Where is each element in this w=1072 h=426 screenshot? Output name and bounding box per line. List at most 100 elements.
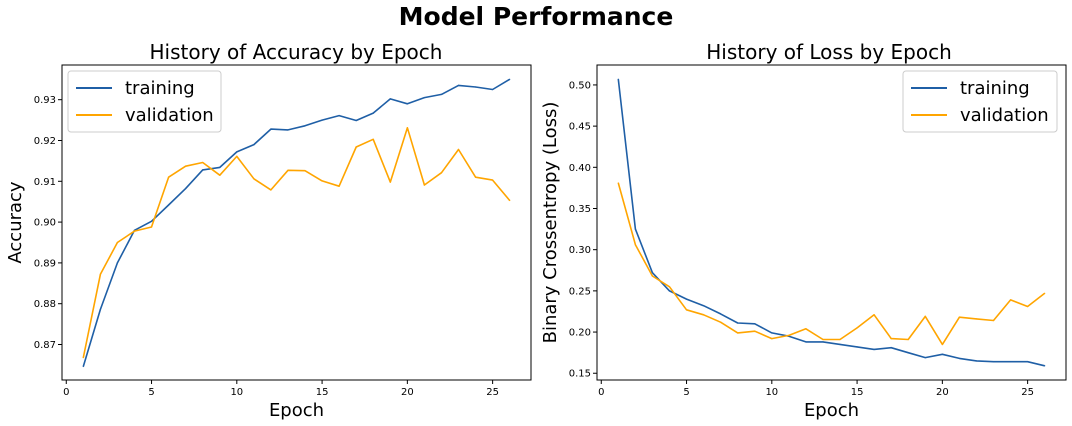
legend-box [67, 70, 222, 133]
y-tick-label: 0.25 [569, 286, 591, 297]
y-tick-label: 0.50 [569, 80, 591, 91]
data-point-training [992, 361, 995, 363]
data-point-validation [133, 230, 136, 232]
data-point-training [355, 119, 357, 122]
y-tick-label: 0.89 [34, 258, 56, 269]
data-point-validation [703, 314, 705, 316]
data-point-training [440, 93, 443, 95]
y-tick-label: 0.45 [569, 122, 591, 133]
y-tick-label: 0.92 [34, 136, 56, 147]
data-point-validation [907, 338, 909, 341]
x-tick-label: 20 [401, 387, 414, 398]
data-point-validation [1010, 299, 1012, 301]
data-point-validation [685, 309, 688, 311]
y-tick-label: 0.20 [569, 328, 591, 339]
data-point-training [856, 346, 858, 348]
legend-label-training: training [125, 78, 195, 99]
data-point-training [168, 204, 170, 206]
data-point-training [321, 119, 323, 121]
data-point-validation [839, 338, 841, 341]
data-point-validation [321, 180, 323, 182]
data-point-validation [788, 334, 790, 336]
data-point-validation [406, 127, 408, 129]
x-tick-label: 20 [936, 387, 949, 398]
y-tick-label: 0.15 [569, 369, 591, 380]
data-point-training [185, 188, 187, 190]
data-point-validation [1044, 292, 1046, 294]
data-point-training [253, 144, 255, 146]
data-point-validation [253, 178, 255, 180]
y-tick-label: 0.87 [34, 340, 56, 351]
data-point-training [651, 272, 654, 274]
data-point-validation [720, 321, 722, 323]
data-point-validation [355, 146, 357, 148]
data-point-training [116, 262, 118, 264]
data-point-training [1044, 365, 1046, 367]
data-point-validation [270, 189, 272, 191]
x-tick-label: 10 [230, 387, 243, 398]
data-point-training [873, 348, 875, 350]
data-point-training [423, 97, 425, 99]
data-point-training [150, 220, 153, 222]
data-point-validation [856, 327, 858, 329]
data-point-validation [668, 286, 671, 288]
data-point-training [975, 360, 978, 362]
data-point-training [720, 313, 722, 315]
data-point-training [634, 228, 637, 230]
y-axis-label: Accuracy [5, 181, 26, 264]
data-point-training [492, 88, 494, 91]
y-tick-label: 0.91 [34, 177, 56, 188]
legend-label-validation: validation [125, 105, 214, 126]
x-tick-label: 10 [765, 387, 778, 398]
data-point-validation [389, 181, 391, 183]
data-point-training [509, 78, 511, 80]
data-point-training [754, 323, 756, 325]
data-point-training [372, 112, 374, 114]
series-line-training [617, 79, 1045, 367]
x-axis-label: Epoch [269, 400, 324, 421]
data-point-validation [168, 176, 170, 178]
x-tick-label: 5 [148, 387, 154, 398]
legend-label-validation: validation [960, 105, 1049, 126]
loss-chart-panel: History of Loss by Epoch 0 5 10 15 20 25 0.15 0.… [540, 40, 1067, 421]
data-point-validation [440, 172, 443, 174]
data-point-validation [634, 244, 637, 246]
data-point-validation [150, 226, 153, 228]
data-point-validation [475, 176, 477, 178]
x-axis-label: Epoch [804, 400, 859, 421]
x-tick-label: 0 [598, 387, 604, 398]
data-point-training [287, 129, 289, 131]
data-point-training [958, 357, 961, 359]
data-point-validation [287, 169, 289, 171]
legend: training validation [902, 70, 1058, 133]
y-tick-label: 0.30 [569, 245, 591, 256]
data-point-validation [492, 179, 494, 181]
data-point-training [99, 308, 101, 310]
y-axis-label: Binary Crossentropy (Loss) [540, 102, 561, 344]
data-point-training [389, 98, 391, 100]
data-point-training [617, 78, 619, 80]
y-tick-label: 0.40 [569, 163, 591, 174]
data-point-training [839, 343, 841, 345]
data-point-training [805, 341, 807, 343]
data-point-validation [617, 182, 619, 184]
data-point-training [924, 357, 926, 359]
data-point-training [685, 298, 688, 300]
data-point-validation [822, 338, 824, 341]
data-point-training [1010, 361, 1012, 363]
data-point-validation [771, 338, 773, 340]
data-point-validation [975, 318, 978, 320]
data-point-training [406, 103, 408, 105]
data-point-validation [304, 170, 306, 172]
data-point-training [304, 125, 306, 127]
x-tick-label: 15 [851, 387, 864, 398]
data-point-validation [236, 155, 238, 157]
data-point-training [941, 353, 944, 355]
data-point-validation [890, 338, 892, 340]
data-point-training [907, 352, 909, 354]
data-point-training [236, 151, 238, 153]
data-point-training [771, 332, 773, 334]
data-point-training [668, 290, 671, 292]
data-point-validation [219, 174, 221, 176]
